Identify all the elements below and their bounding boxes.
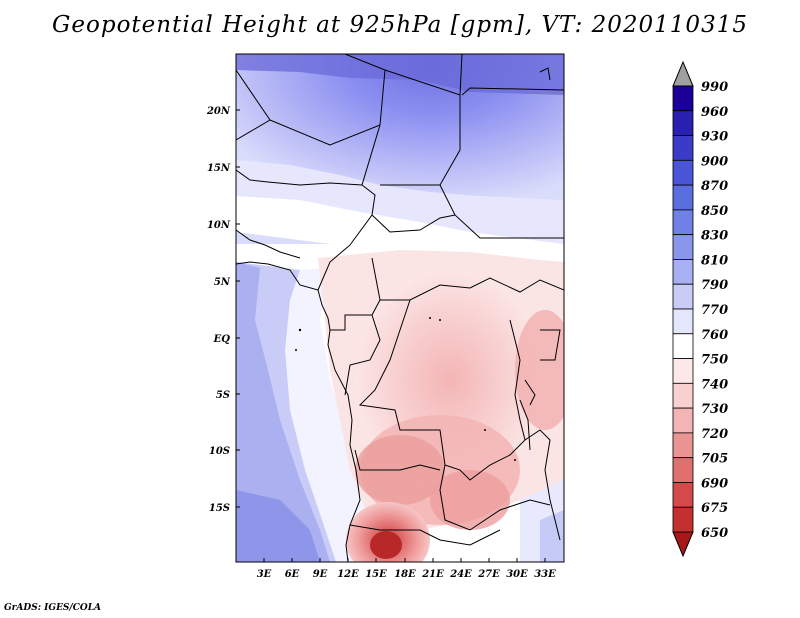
colorbar-swatch <box>672 159 694 186</box>
colorbar-swatch <box>672 506 694 533</box>
lon-label: 33E <box>534 569 556 580</box>
lon-label: 27E <box>477 569 500 580</box>
lat-label: EQ <box>213 334 231 345</box>
colorbar-top-arrow <box>672 60 694 87</box>
lat-label: 20N <box>206 106 231 117</box>
colorbar-label: 770 <box>701 303 728 318</box>
colorbar-label: 850 <box>701 204 728 219</box>
colorbar-swatch <box>672 283 694 310</box>
map-frame <box>235 53 565 563</box>
lat-label: 5N <box>214 277 231 288</box>
colorbar-label: 650 <box>701 526 728 541</box>
map-title: Geopotential Height at 925hPa [gpm], VT:… <box>52 12 748 38</box>
colorbar-label: 830 <box>701 229 728 244</box>
colorbar-bottom-arrow <box>672 531 694 558</box>
colorbar-swatch <box>672 308 694 335</box>
colorbar-label: 870 <box>701 179 728 194</box>
colorbar-label: 900 <box>701 154 728 169</box>
colorbar-label: 730 <box>701 402 728 417</box>
colorbar-swatch <box>672 85 694 112</box>
lat-label: 15S <box>209 503 230 514</box>
lat-label: 10N <box>207 220 231 231</box>
colorbar-swatch <box>672 358 694 384</box>
colorbar-label: 930 <box>701 130 728 145</box>
colorbar-label: 720 <box>701 427 728 442</box>
colorbar-label: 675 <box>701 501 728 516</box>
lon-label: 15E <box>365 569 387 580</box>
colorbar-swatch <box>672 184 694 211</box>
colorbar-label: 960 <box>701 105 728 120</box>
colorbar-swatch <box>672 482 694 508</box>
colorbar-swatch <box>672 382 694 409</box>
lon-label: 21E <box>421 569 444 580</box>
height-field <box>236 54 564 562</box>
colorbar-swatches <box>672 85 694 533</box>
lon-label: 30E <box>506 569 528 580</box>
colorbar-swatch <box>672 209 694 236</box>
colorbar-swatch <box>672 135 694 161</box>
lat-label: 5S <box>216 390 230 401</box>
colorbar-swatch <box>672 234 694 260</box>
lon-label: 24E <box>449 569 472 580</box>
lon-label: 3E <box>257 569 272 580</box>
lat-axis: 20N 15N 10N 5N EQ 5S 10S 15S <box>206 106 240 514</box>
lon-label: 9E <box>313 569 328 580</box>
colorbar-swatch <box>672 259 694 285</box>
colorbar-swatch <box>672 432 694 459</box>
lon-label: 18E <box>394 569 416 580</box>
colorbar-labels: 990 960 930 900 870 850 830 810 790 770 760 750 740 7… <box>701 80 728 541</box>
colorbar-label: 705 <box>701 452 728 467</box>
colorbar-label: 790 <box>701 278 728 293</box>
colorbar-label: 990 <box>701 80 728 95</box>
lat-label: 10S <box>209 446 230 457</box>
colorbar-swatch <box>672 457 694 483</box>
lat-label: 15N <box>207 163 231 174</box>
lon-label: 12E <box>337 569 359 580</box>
lon-label: 6E <box>285 569 300 580</box>
colorbar-label: 740 <box>701 377 728 392</box>
colorbar-label: 810 <box>701 253 728 268</box>
colorbar-label: 760 <box>701 328 728 343</box>
colorbar-swatch <box>672 333 694 359</box>
colorbar-label: 750 <box>701 353 728 368</box>
lon-axis: 3E 6E 9E 12E 15E 18E 21E 24E 27E 30E 33E <box>257 558 556 580</box>
colorbar-label: 690 <box>701 476 728 491</box>
footer-credit: GrADS: IGES/COLA <box>4 603 102 613</box>
colorbar-swatch <box>672 407 694 434</box>
colorbar-swatch <box>672 110 694 136</box>
